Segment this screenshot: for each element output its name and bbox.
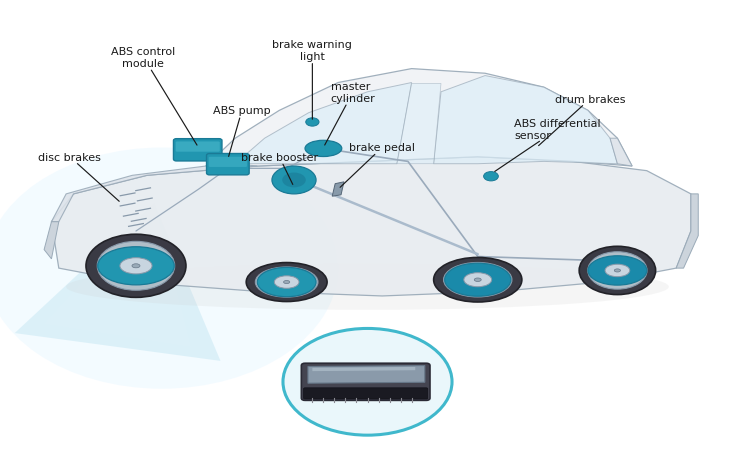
Ellipse shape: [588, 252, 647, 289]
Ellipse shape: [284, 281, 290, 284]
FancyBboxPatch shape: [173, 139, 222, 162]
Polygon shape: [15, 204, 220, 361]
Ellipse shape: [98, 247, 174, 285]
Circle shape: [306, 119, 319, 127]
FancyBboxPatch shape: [304, 388, 428, 399]
Ellipse shape: [86, 235, 186, 298]
Ellipse shape: [0, 148, 338, 389]
FancyBboxPatch shape: [176, 142, 220, 152]
Ellipse shape: [443, 263, 512, 297]
Polygon shape: [610, 139, 632, 167]
Ellipse shape: [255, 267, 318, 298]
Polygon shape: [235, 83, 412, 164]
Text: ABS control
module: ABS control module: [111, 47, 197, 146]
Ellipse shape: [120, 258, 152, 274]
Polygon shape: [51, 164, 257, 222]
Ellipse shape: [579, 247, 656, 295]
Text: ABS differential
sensor: ABS differential sensor: [495, 119, 601, 172]
Circle shape: [283, 329, 452, 435]
Ellipse shape: [305, 141, 342, 157]
Polygon shape: [51, 157, 691, 296]
Polygon shape: [312, 367, 415, 371]
Polygon shape: [44, 222, 59, 259]
Polygon shape: [397, 84, 441, 164]
Ellipse shape: [434, 258, 522, 302]
Polygon shape: [44, 204, 191, 347]
FancyBboxPatch shape: [207, 154, 249, 175]
Ellipse shape: [97, 242, 175, 291]
Circle shape: [272, 167, 316, 194]
Ellipse shape: [474, 278, 481, 282]
Text: brake booster: brake booster: [241, 152, 318, 185]
Polygon shape: [332, 182, 344, 197]
Text: brake pedal: brake pedal: [340, 143, 415, 188]
Text: disc brakes: disc brakes: [38, 152, 119, 202]
Ellipse shape: [605, 265, 630, 277]
FancyBboxPatch shape: [209, 157, 247, 168]
Ellipse shape: [246, 263, 327, 302]
Text: brake warning
light: brake warning light: [273, 40, 352, 120]
Circle shape: [484, 172, 498, 181]
Text: drum brakes: drum brakes: [539, 94, 625, 146]
FancyBboxPatch shape: [301, 363, 430, 400]
Text: ABS pump: ABS pump: [213, 106, 270, 157]
Polygon shape: [676, 194, 698, 269]
Polygon shape: [308, 366, 425, 383]
Ellipse shape: [66, 264, 669, 310]
Text: master
cylinder: master cylinder: [325, 82, 376, 146]
Circle shape: [282, 173, 306, 188]
Ellipse shape: [614, 269, 620, 272]
Polygon shape: [206, 69, 632, 167]
Polygon shape: [434, 76, 617, 164]
Ellipse shape: [464, 273, 492, 287]
Ellipse shape: [588, 256, 647, 286]
Ellipse shape: [445, 263, 511, 297]
Ellipse shape: [257, 268, 316, 297]
Ellipse shape: [274, 276, 299, 288]
Ellipse shape: [132, 264, 140, 268]
